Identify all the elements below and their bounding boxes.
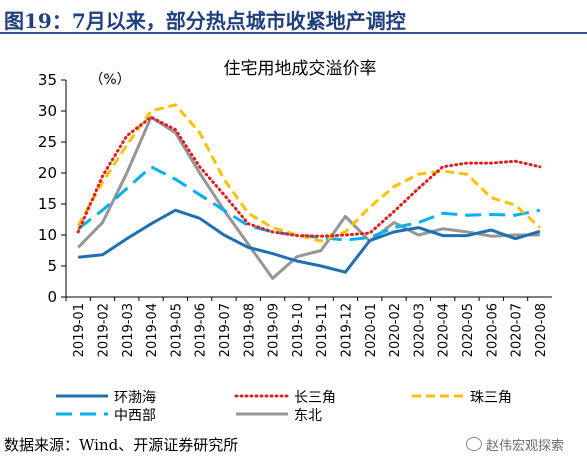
- y-tick-label: 30: [38, 102, 57, 120]
- x-tick-label: 2019-01: [72, 303, 87, 357]
- series-line-5: [77, 115, 540, 280]
- x-tick-label: 2020-01: [364, 303, 379, 357]
- x-tick-label: 2019-03: [121, 303, 136, 357]
- x-tick-label: 2020-05: [461, 303, 476, 357]
- series-layer: [76, 103, 542, 280]
- legend-label: 中西部: [114, 408, 156, 424]
- x-tick-labels: 2019-01 2019-02 2019-03 2019-04 2019-05 2019-…: [65, 297, 549, 357]
- chart-title: 住宅用地成交溢价率: [224, 59, 377, 79]
- x-tick-label: 2019-08: [242, 303, 257, 357]
- y-tick-label: 20: [38, 164, 57, 182]
- source-note: 数据来源：Wind、开源证券研究所: [4, 436, 239, 454]
- watermark: 赵伟宏观探索: [466, 435, 564, 454]
- y-tick-label: 15: [38, 195, 57, 213]
- axes: 0 5 10 15 20 25 30 35: [38, 71, 552, 306]
- x-tick-label: 2020-04: [437, 303, 452, 357]
- figure-title: 图19：7月以来，部分热点城市收紧地产调控: [4, 9, 406, 33]
- y-tick-label: 35: [38, 71, 57, 89]
- x-tick-label: 2019-10: [291, 303, 306, 357]
- x-tick-label: 2019-07: [218, 303, 233, 357]
- x-tick-label: 2019-04: [145, 303, 160, 357]
- x-tick-label: 2020-06: [485, 303, 500, 357]
- x-tick-label: 2019-06: [194, 303, 209, 357]
- y-tick-label: 5: [47, 257, 57, 275]
- title-bar: 图19：7月以来，部分热点城市收紧地产调控: [0, 0, 587, 34]
- y-tick-label: 0: [47, 288, 57, 306]
- x-tick-label: 2020-02: [388, 303, 403, 357]
- legend-label: 长三角: [294, 390, 336, 406]
- wechat-icon: [466, 437, 482, 451]
- x-tick-label: 2019-09: [267, 303, 282, 357]
- y-tick-label: 10: [38, 226, 57, 244]
- series-line-2: [76, 115, 542, 238]
- series-line-3: [76, 103, 541, 243]
- x-tick-label: 2019-12: [339, 303, 354, 357]
- x-tick-label: 2020-03: [412, 303, 427, 357]
- x-tick-label: 2020-08: [534, 303, 549, 357]
- x-tick-label: 2020-07: [510, 303, 525, 357]
- y-tick-label: 25: [38, 133, 57, 151]
- watermark-text: 赵伟宏观探索: [486, 439, 565, 454]
- x-tick-label: 2019-05: [169, 303, 184, 357]
- y-unit-label: （%）: [89, 72, 130, 88]
- x-tick-label: 2019-02: [96, 303, 111, 357]
- legend-label: 东北: [294, 408, 322, 424]
- x-tick-label: 2019-11: [315, 303, 330, 357]
- series-line-4: [77, 165, 541, 242]
- legend-label: 珠三角: [470, 390, 512, 406]
- series-line-1: [78, 208, 541, 274]
- legend-label: 环渤海: [114, 390, 156, 406]
